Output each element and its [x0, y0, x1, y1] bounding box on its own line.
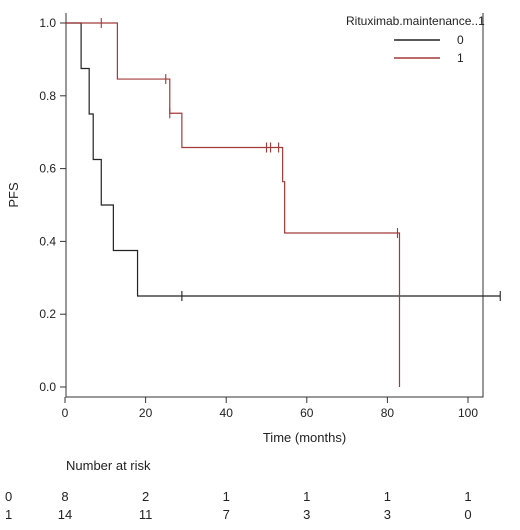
y-tick-label: 0.0 [39, 380, 56, 394]
y-axis-label: PFS [6, 182, 21, 208]
km-curve-series-1 [65, 22, 401, 387]
y-tick-label: 0.6 [39, 162, 56, 176]
risk-cell: 7 [222, 507, 230, 522]
risk-cell: 8 [61, 489, 69, 504]
plot-area [65, 18, 501, 387]
risk-cell: 1 [303, 489, 311, 504]
risk-cell: 1 [383, 489, 392, 504]
risk-cell: 11 [138, 507, 153, 522]
x-axis-label: Time (months) [263, 430, 346, 445]
x-tick-label: 80 [381, 406, 395, 420]
y-tick-label: 1.0 [39, 16, 56, 30]
risk-table-title: Number at risk [66, 458, 151, 473]
risk-cell: 1 [464, 489, 472, 504]
y-tick-label: 0.8 [39, 89, 56, 103]
axes: 0 20 40 60 80 100 0.0 0.2 0.4 0.6 0.8 1.0 Time (mont… [6, 13, 484, 445]
legend-label-0: 0 [457, 33, 464, 47]
risk-cell: 14 [57, 507, 73, 522]
risk-cell: 3 [303, 507, 311, 522]
x-tick-label: 0 [62, 406, 69, 420]
risk-cell: 2 [141, 489, 150, 504]
km-curve-series-0 [65, 22, 501, 297]
x-tick-label: 100 [458, 406, 478, 420]
plot-frame [65, 13, 484, 398]
risk-row-label: 0 [5, 489, 13, 504]
y-tick-label: 0.2 [39, 307, 56, 321]
risk-cell: 1 [222, 489, 230, 504]
x-tick-label: 20 [139, 406, 153, 420]
legend-label-1: 1 [457, 51, 464, 65]
x-tick-label: 60 [300, 406, 314, 420]
y-tick-label: 0.4 [39, 234, 56, 248]
legend-title: Rituximab.maintenance..1 [346, 14, 485, 28]
risk-cell: 3 [383, 507, 392, 522]
x-tick-label: 40 [220, 406, 234, 420]
risk-cell: 0 [464, 507, 472, 522]
legend: Rituximab.maintenance..1 0 1 [346, 14, 485, 65]
km-chart: 0 20 40 60 80 100 0.0 0.2 0.4 0.6 0.8 1.0 Time (mont… [6, 13, 501, 445]
risk-row-label: 1 [5, 507, 13, 522]
